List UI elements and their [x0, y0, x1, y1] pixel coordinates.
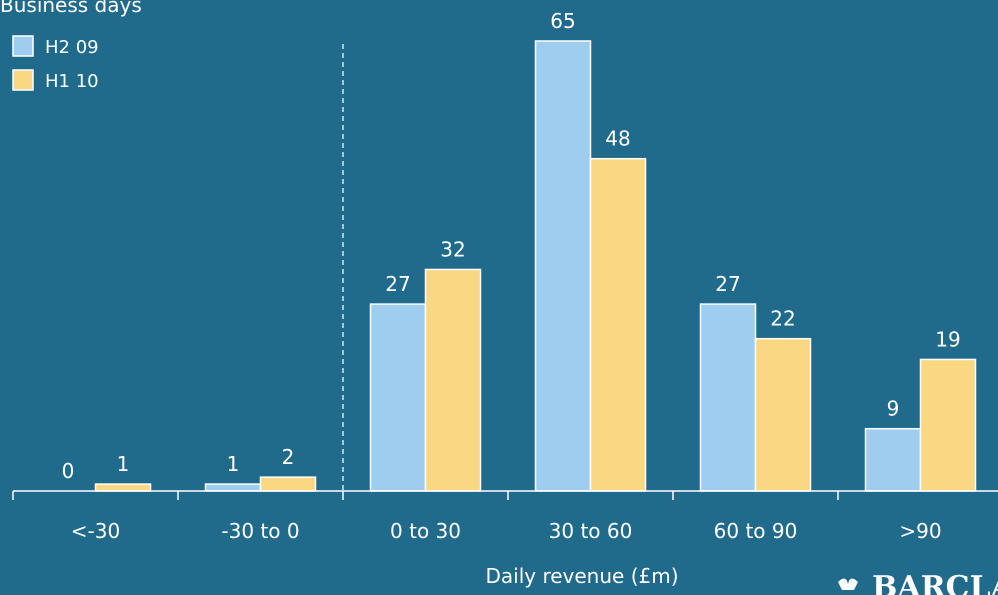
- data-label-h2-09-60-to-90: 27: [715, 272, 740, 296]
- barclays-logo: BARCLA: [838, 570, 998, 595]
- legend-swatch-h2-09: [12, 35, 34, 57]
- bar-h1-10-gt-90: [919, 358, 977, 492]
- data-label-h2-09-gt-90: 9: [887, 397, 900, 421]
- x-tick-label-0-to-30: 0 to 30: [390, 519, 461, 543]
- data-label-h1-10-0-to-30: 32: [440, 237, 465, 261]
- legend-label-h2-09: H2 09: [45, 37, 99, 58]
- bar-h2-09-60-to-90: [699, 303, 757, 492]
- data-label-h2-09-30-to-60: 65: [550, 9, 575, 33]
- x-tick-label-minus-30-to-0: -30 to 0: [221, 519, 299, 543]
- data-label-h1-10-minus-30-to-0: 2: [282, 445, 295, 469]
- legend-swatch-h1-10: [12, 69, 34, 91]
- bar-h1-10-minus-30-to-0: [259, 476, 317, 492]
- x-tick-label-60-to-90: 60 to 90: [714, 519, 798, 543]
- x-tick-label-30-to-60: 30 to 60: [549, 519, 633, 543]
- bar-h1-10-lt-minus-30: [94, 483, 152, 492]
- legend-label-h1-10: H1 10: [45, 71, 99, 92]
- data-label-h1-10-60-to-90: 22: [770, 307, 795, 331]
- data-label-h1-10-lt-minus-30: 1: [117, 452, 130, 476]
- x-axis-label: Daily revenue (£m): [485, 564, 678, 588]
- x-tick-label-gt-90: >90: [899, 519, 941, 543]
- eagle-icon: [838, 578, 858, 590]
- bar-h2-09-gt-90: [864, 427, 922, 492]
- data-label-h1-10-gt-90: 19: [935, 327, 960, 351]
- bar-h2-09-minus-30-to-0: [204, 483, 262, 492]
- bar-h2-09-30-to-60: [534, 40, 592, 492]
- logo-text: BARCLA: [872, 570, 998, 595]
- x-tick-label-lt-minus-30: <-30: [71, 519, 120, 543]
- bar-h1-10-60-to-90: [754, 337, 812, 492]
- data-label-h2-09-minus-30-to-0: 1: [227, 452, 240, 476]
- legend: H2 09 H1 10: [12, 35, 99, 92]
- bar-h1-10-30-to-60: [589, 157, 647, 492]
- data-label-h2-09-lt-minus-30: 0: [62, 459, 75, 483]
- y-axis-label: Business days: [0, 0, 142, 17]
- data-label-h2-09-0-to-30: 27: [385, 272, 410, 296]
- bar-h1-10-0-to-30: [424, 268, 482, 492]
- bar-h2-09-0-to-30: [369, 303, 427, 492]
- data-label-h1-10-30-to-60: 48: [605, 127, 630, 151]
